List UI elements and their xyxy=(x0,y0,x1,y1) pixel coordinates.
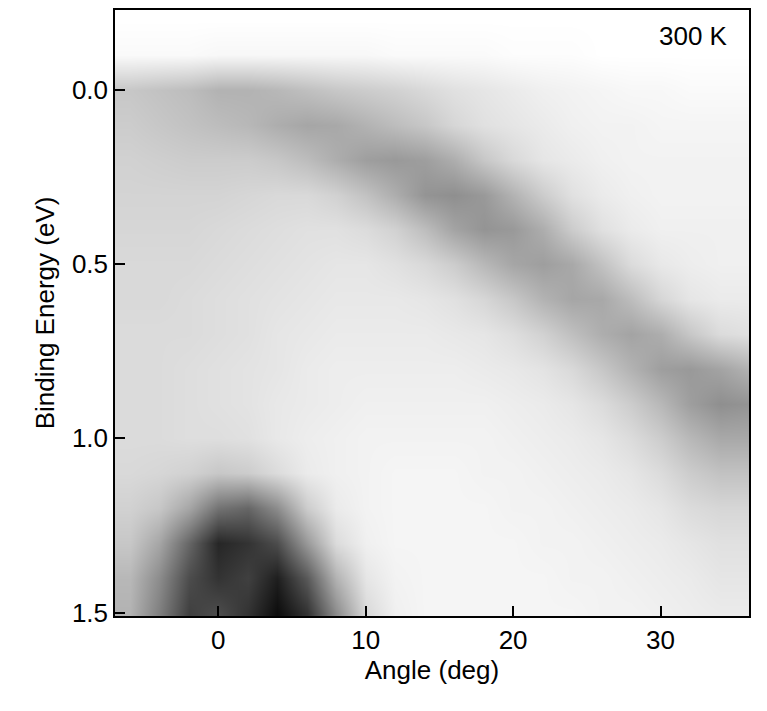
svg-text:0.0: 0.0 xyxy=(72,75,108,105)
svg-text:1.0: 1.0 xyxy=(72,423,108,453)
svg-text:10: 10 xyxy=(351,625,380,655)
svg-text:1.5: 1.5 xyxy=(72,598,108,628)
svg-text:Binding Energy (eV): Binding Energy (eV) xyxy=(30,197,60,430)
svg-text:0.5: 0.5 xyxy=(72,249,108,279)
svg-text:0: 0 xyxy=(211,625,225,655)
svg-text:20: 20 xyxy=(499,625,528,655)
svg-text:Angle (deg): Angle (deg) xyxy=(365,655,499,685)
svg-text:30: 30 xyxy=(646,625,675,655)
svg-text:300 K: 300 K xyxy=(659,21,728,51)
